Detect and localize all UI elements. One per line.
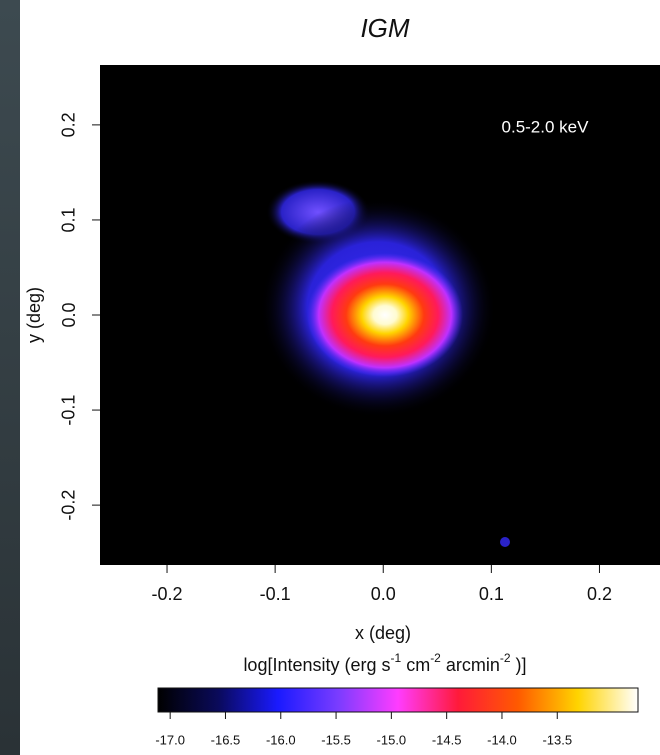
- superscript: -2: [430, 651, 441, 665]
- colorbar-tick-label: -15.5: [321, 732, 351, 747]
- window-edge: [0, 0, 20, 755]
- label-part: cm: [401, 655, 430, 675]
- colorbar-tick-label: -13.5: [542, 732, 572, 747]
- y-axis-label: y (deg): [24, 287, 44, 343]
- y-tick-label: 0.0: [59, 302, 79, 327]
- label-part: arcmin: [441, 655, 500, 675]
- colorbar-tick-label: -17.0: [155, 732, 185, 747]
- label-part: log[Intensity (erg s: [243, 655, 390, 675]
- superscript: -1: [391, 651, 402, 665]
- x-tick-label: 0.2: [587, 584, 612, 604]
- y-tick-label: 0.1: [59, 207, 79, 232]
- x-tick-label: -0.1: [260, 584, 291, 604]
- colorbar-tick-label: -16.5: [211, 732, 241, 747]
- superscript: -2: [500, 651, 511, 665]
- chart-title: IGM: [360, 13, 409, 43]
- annotation: 0.5-2.0 keV: [502, 117, 590, 136]
- x-tick-label: -0.2: [152, 584, 183, 604]
- colorbar-tick-label: -16.0: [266, 732, 296, 747]
- colorbar-tick-label: -14.5: [432, 732, 462, 747]
- colorbar-tick-label: -14.0: [487, 732, 517, 747]
- intensity-map: [260, 180, 510, 547]
- y-tick-label: 0.2: [59, 112, 79, 137]
- y-tick-label: -0.1: [59, 395, 79, 426]
- colorbar-label: log[Intensity (erg s-1 cm-2 arcmin-2 )]: [243, 651, 526, 675]
- x-tick-label: 0.0: [371, 584, 396, 604]
- label-part: )]: [511, 655, 527, 675]
- colorbar-tick-label: -15.0: [377, 732, 407, 747]
- x-axis-label: x (deg): [355, 623, 411, 643]
- x-tick-label: 0.1: [479, 584, 504, 604]
- y-tick-label: -0.2: [59, 490, 79, 521]
- colorbar: [157, 687, 639, 713]
